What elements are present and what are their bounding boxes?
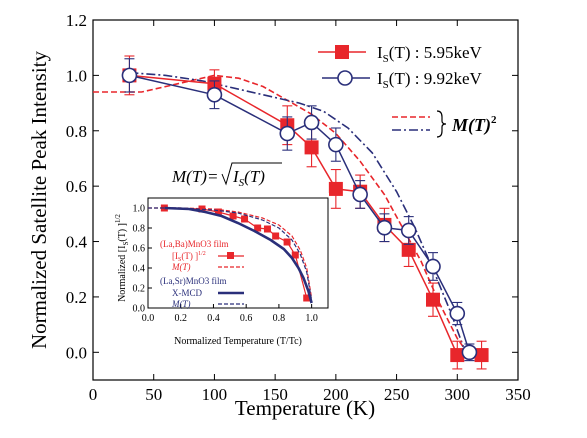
y-tick-label: 0.2 [66,288,87,307]
inset-legend-xmcd: X-MCD [172,288,203,298]
main-axis-ticks [92,19,519,380]
inset-point-la-ba-mno3-film-is-t-1-2 [241,215,249,223]
inset-y-tick-label: 0.4 [133,264,146,275]
legend-brace [436,110,447,138]
data-point-is-t-5-95kev [450,348,465,363]
data-point-is-t-5-95kev [304,140,319,155]
inset-y-tick-label: 1.0 [133,204,146,215]
inset-point-la-ba-mno3-film-is-t-1-2 [263,225,271,233]
inset-legend-lbmo-film: (La,Ba)MnO3 film [160,239,228,249]
x-tick-label: 300 [445,385,471,404]
x-tick-label: 150 [262,385,288,404]
y-tick-label: 0.0 [66,343,87,362]
data-point-is-t-9-92kev [121,67,138,84]
inset-point-la-ba-mno3-film-is-t-1-2 [303,294,311,302]
relation-rhs: IS(T) [232,167,265,189]
main-plot-frame [92,19,519,381]
data-point-is-t-5-95kev [328,181,343,196]
data-point-is-t-9-92kev [449,305,466,322]
data-point-is-t-5-95kev [426,292,440,307]
inset-legend: (La,Ba)MnO3 film [IS(T) ]1/2 M(T) (La,Sr… [160,239,244,309]
legend-entry-9-92kev: IS(T) : 9.92keV [322,69,483,91]
data-point-is-t-9-92kev [425,258,441,275]
inset-x-tick-label: 0.8 [273,313,286,324]
inset-legend-lbmo-data-label: [IS(T) ]1/2 [172,251,206,263]
inset-line-la-sr-mno3-m-t [148,207,313,301]
inset-point-la-ba-mno3-film-is-t-1-2 [214,208,222,216]
y-axis-label: Normalized Satellite Peak Intensity [27,51,51,349]
y-tick-label: 0.8 [66,122,87,141]
inset-point-la-ba-mno3-film-is-t-1-2 [272,232,280,240]
inset-point-la-ba-mno3-film-is-t-1-2 [291,251,299,259]
inset-point-la-ba-mno3-film-is-t-1-2 [160,204,168,212]
legend-label-mt2: M(T)2 [451,114,497,136]
y-tick-label: 1.2 [66,11,87,30]
x-tick-label: 250 [384,385,410,404]
inset-series-layer [148,204,313,304]
inset-y-tick-label: 0.6 [133,244,146,255]
inset-tick-labels: 0.0 0.2 0.4 0.6 0.8 1.0 0.0 0.2 0.4 0.6 0.8 1.0 [133,204,318,325]
relation-annotation: M(T)= IS(T) [171,162,282,189]
data-point-is-t-9-92kev [279,125,296,142]
legend-label-9-92kev: IS(T) : 9.92keV [377,69,483,91]
x-tick-label: 350 [505,385,531,404]
inset-x-tick-label: 0.0 [142,313,155,324]
inset-y-axis-label: Normalized [IS(T) ]1/2 [114,214,130,302]
inset-y-tick-label: 0.2 [133,284,146,295]
inset-point-la-ba-mno3-film-is-t-1-2 [229,212,237,220]
y-tick-label: 0.4 [66,233,88,252]
inset-x-tick-label: 1.0 [305,313,318,324]
legend-marker-filled-square [335,45,349,59]
inset-y-tick-label: 0.0 [133,304,146,315]
inset-legend-lsmo-mt: M(T) [171,299,191,309]
inset-y-tick-label: 0.8 [133,224,146,235]
relation-lhs: M(T)= [171,167,218,186]
inset-line-la-sr-mno3-x-mcd [164,206,313,304]
x-tick-label: 50 [145,385,162,404]
inset-chart: 0.0 0.2 0.4 0.6 0.8 1.0 0.0 0.2 0.4 0.6 0.8 1.0 Nor… [114,193,329,347]
inset-legend-lbmo-mt: M(T) [171,262,191,272]
inset-x-tick-label: 0.2 [174,313,187,324]
inset-legend-lbmo-data-marker [227,252,234,259]
inset-legend-lsmo-film: (La,Sr)MnO3 film [160,276,227,286]
x-tick-label: 200 [323,385,349,404]
main-series-layer [93,55,489,370]
x-tick-label: 100 [202,385,228,404]
sqrt-sign [221,162,282,186]
data-point-is-t-9-92kev [303,114,320,131]
data-point-is-t-9-92kev [461,344,478,361]
inset-plot-frame [147,197,329,309]
inset-point-la-ba-mno3-film-is-t-1-2 [254,224,262,232]
legend-marker-open-circle [337,70,353,86]
y-tick-label: 1.0 [66,66,87,85]
data-point-is-t-9-92kev [206,86,223,103]
inset-x-tick-label: 0.6 [240,313,253,324]
data-point-is-t-9-92kev [328,136,344,153]
inset-point-la-ba-mno3-film-is-t-1-2 [283,238,291,246]
data-point-is-t-9-92kev [352,186,368,203]
legend-entry-5-95kev: IS(T) : 5.95keV [318,43,483,65]
y-tick-label: 0.6 [66,177,87,196]
inset-x-axis-label: Normalized Temperature (T/Tc) [174,336,302,347]
x-axis-label: Temperature (K) [235,396,375,420]
legend: IS(T) : 5.95keV IS(T) : 9.92keV M(T)2 [318,43,497,138]
x-tick-label: 0 [89,385,98,404]
data-point-is-t-5-95kev [474,348,489,363]
main-tick-labels: 0 50 100 150 200 250 300 350 0.0 0.2 0.4 0.6 0.8 1.0 1… [66,11,531,404]
inset-x-tick-label: 0.4 [207,313,220,324]
data-point-is-t-9-92kev [400,222,417,239]
data-point-is-t-5-95kev [401,242,416,257]
legend-label-5-95kev: IS(T) : 5.95keV [377,43,483,65]
data-point-is-t-9-92kev [376,219,393,236]
